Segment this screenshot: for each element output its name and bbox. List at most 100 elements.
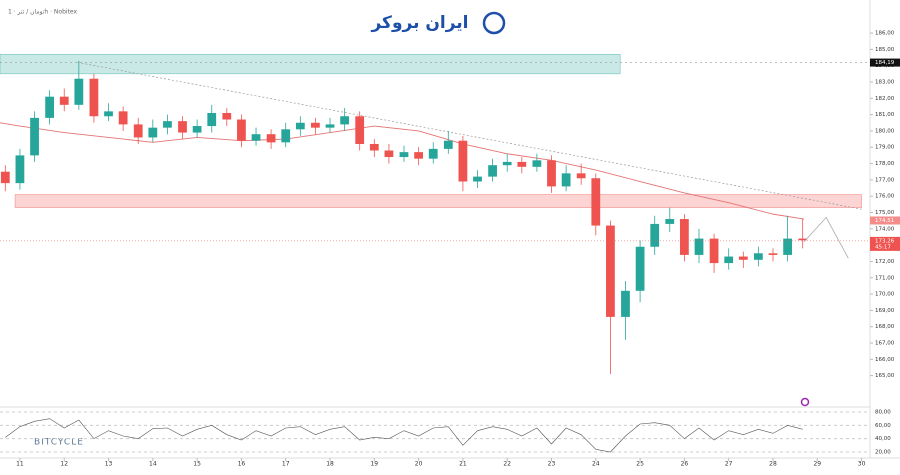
candle-body xyxy=(561,173,571,187)
candle-body xyxy=(340,116,350,125)
candle-body xyxy=(709,238,719,264)
x-tick-label: 11 xyxy=(16,461,24,468)
event-marker[interactable] xyxy=(800,397,810,407)
x-tick-label: 14 xyxy=(149,461,157,468)
y-tick-label: 174,00 xyxy=(875,226,895,232)
x-tick-label: 30 xyxy=(858,461,866,468)
candle-body xyxy=(295,122,305,130)
logo-icon xyxy=(482,11,506,35)
candle-body xyxy=(222,112,232,120)
candle-body xyxy=(502,161,512,166)
candle-body xyxy=(118,111,128,125)
y-tick-label: 177,00 xyxy=(875,177,895,183)
candle-body xyxy=(724,256,734,264)
candle-body xyxy=(192,126,202,133)
upper-price-tag xyxy=(870,216,900,225)
candle-body xyxy=(251,134,261,141)
candle-body xyxy=(207,112,217,127)
candle-body xyxy=(443,140,453,149)
y-tick-label: 171,00 xyxy=(875,275,895,281)
x-tick-label: 22 xyxy=(503,461,511,468)
candle-body xyxy=(738,256,748,260)
candle-body xyxy=(281,129,291,143)
y-tick-label: 186,00 xyxy=(875,31,895,37)
rsi-line xyxy=(5,418,803,453)
candle-body xyxy=(753,253,763,260)
candle-body xyxy=(237,119,246,141)
trend-line xyxy=(77,62,862,210)
level-label: 184,19 xyxy=(875,60,895,66)
candle-body xyxy=(428,148,438,159)
y-tick-label: 175,00 xyxy=(875,210,895,216)
x-tick-label: 28 xyxy=(769,461,777,468)
x-tick-label: 15 xyxy=(193,461,201,468)
candle-body xyxy=(576,173,586,179)
candle-body xyxy=(384,150,394,158)
candle-body xyxy=(59,96,69,105)
candle-body xyxy=(266,134,276,143)
x-tick-label: 24 xyxy=(592,461,600,468)
y-tick-label: 183,00 xyxy=(875,79,895,85)
candle-body xyxy=(133,124,143,138)
candle-body xyxy=(325,124,335,128)
watermark: BITCYCLE xyxy=(34,438,84,448)
candle-body xyxy=(591,178,601,226)
candle-body xyxy=(399,152,409,158)
candle-body xyxy=(369,143,379,151)
countdown: 45:17 xyxy=(875,244,891,250)
rsi-tick-label: 80,00 xyxy=(875,410,891,416)
candle-body xyxy=(798,238,808,241)
symbol-info: تومان / تتر · 1h · Nobitex xyxy=(8,9,78,16)
x-tick-label: 13 xyxy=(105,461,113,468)
x-tick-label: 20 xyxy=(415,461,423,468)
candle-body xyxy=(621,290,630,317)
rsi-tick-label: 60,00 xyxy=(875,423,891,429)
x-tick-label: 19 xyxy=(370,461,378,468)
x-tick-label: 12 xyxy=(60,461,68,468)
x-tick-label: 21 xyxy=(459,461,467,468)
candle-body xyxy=(15,155,25,184)
candle-body xyxy=(532,160,542,167)
last-price-tag xyxy=(870,236,900,251)
level-tag xyxy=(870,58,900,67)
zone xyxy=(0,53,621,75)
y-tick-label: 169,00 xyxy=(875,308,895,314)
logo: ایران بروکر xyxy=(370,13,468,33)
y-tick-label: 178,00 xyxy=(875,161,895,167)
candle-body xyxy=(355,116,365,144)
candle-body xyxy=(547,160,556,187)
rsi-tick-label: 20,00 xyxy=(875,450,891,456)
rsi-tick-label: 40,00 xyxy=(875,436,891,442)
candle-body xyxy=(30,117,39,156)
upper-price-label: 174,51 xyxy=(875,218,894,224)
x-tick-label: 17 xyxy=(282,461,290,468)
candle-body xyxy=(104,111,113,117)
candle-body xyxy=(517,161,527,167)
zone xyxy=(14,194,862,208)
y-tick-label: 167,00 xyxy=(875,341,895,347)
candle-body xyxy=(783,238,792,255)
candle-body xyxy=(488,165,497,177)
y-tick-label: 166,00 xyxy=(875,357,895,363)
last-price-label: 173,26 xyxy=(875,238,895,244)
candle-body xyxy=(768,253,778,255)
y-tick-label: 182,00 xyxy=(875,96,895,102)
x-tick-label: 27 xyxy=(725,461,733,468)
candle-body xyxy=(635,246,645,291)
candle-body xyxy=(45,96,54,118)
candle-body xyxy=(473,176,482,182)
candle-body xyxy=(0,171,10,184)
candle-body xyxy=(694,238,704,255)
y-tick-label: 165,00 xyxy=(875,373,895,379)
y-tick-label: 172,00 xyxy=(875,259,895,265)
y-tick-label: 176,00 xyxy=(875,194,895,200)
candle-body xyxy=(148,127,158,138)
candle-body xyxy=(606,225,615,317)
x-tick-label: 23 xyxy=(548,461,556,468)
y-tick-label: 181,00 xyxy=(875,112,895,118)
candle-body xyxy=(665,219,675,224)
y-tick-label: 180,00 xyxy=(875,128,895,134)
x-tick-label: 26 xyxy=(681,461,689,468)
